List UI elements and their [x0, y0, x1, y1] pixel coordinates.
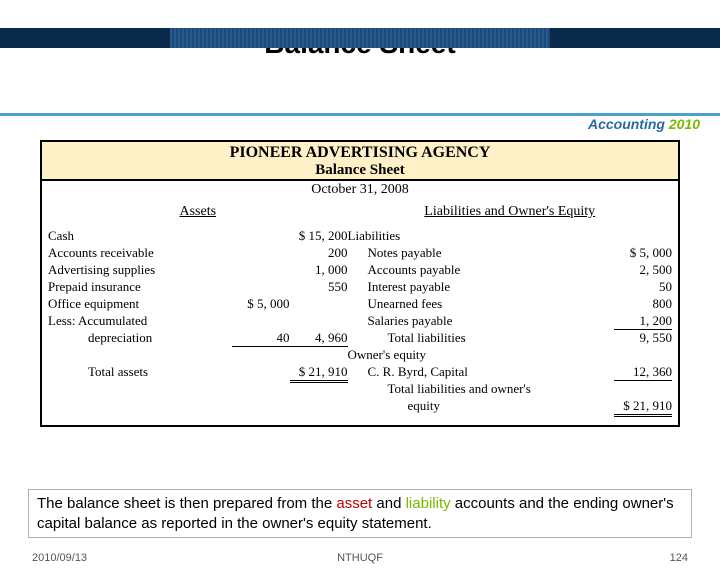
amount-ip: 50: [614, 279, 672, 296]
label-prepaid: Prepaid insurance: [48, 279, 232, 296]
label-total-assets: Total assets: [48, 364, 232, 383]
amount-cash: $ 15, 200: [290, 228, 348, 245]
note-kw-liability: liability: [406, 495, 451, 512]
col-sub: [232, 228, 290, 245]
note-kw-asset: asset: [336, 495, 372, 512]
label-supplies: Advertising supplies: [48, 262, 232, 279]
top-decor-left: [0, 28, 170, 48]
liabilities-column: Liabilities and Owner's Equity Liabiliti…: [348, 204, 672, 417]
amount-total-assets: $ 21, 910: [290, 364, 348, 383]
row-less-dep2: depreciation 40 4, 960: [48, 330, 348, 347]
course-header: Accounting 2010: [588, 116, 700, 132]
label-uf: Unearned fees: [348, 296, 614, 313]
row-equipment: Office equipment $ 5, 000: [48, 296, 348, 313]
amount-capital: 12, 360: [614, 364, 672, 381]
liab-heading: Liabilities and Owner's Equity: [348, 204, 672, 220]
row-total-le2: equity $ 21, 910: [348, 398, 672, 417]
amount-equip-net: 4, 960: [290, 330, 348, 347]
label-capital: C. R. Byrd, Capital: [348, 364, 614, 381]
top-decor-right: [550, 28, 720, 48]
company-name: PIONEER ADVERTISING AGENCY: [42, 144, 678, 162]
assets-heading: Assets: [48, 204, 348, 220]
label-liab-section: Liabilities: [348, 228, 614, 245]
assets-column: Assets Cash $ 15, 200 Accounts receivabl…: [48, 204, 348, 417]
note-t2: and: [372, 495, 405, 512]
row-total-assets: Total assets $ 21, 910: [48, 364, 348, 383]
row-prepaid: Prepaid insurance 550: [48, 279, 348, 296]
row-ar: Accounts receivable 200: [48, 245, 348, 262]
row-ap: Accounts payable 2, 500: [348, 262, 672, 279]
row-liab-section: Liabilities: [348, 228, 672, 245]
row-less-dep1: Less: Accumulated: [48, 313, 348, 330]
top-decor-bar: [0, 28, 720, 48]
amount-equipment-sub: $ 5, 000: [232, 296, 290, 313]
amount-ar: 200: [290, 245, 348, 262]
label-np: Notes payable: [348, 245, 614, 262]
row-uf: Unearned fees 800: [348, 296, 672, 313]
sheet-columns: Assets Cash $ 15, 200 Accounts receivabl…: [42, 204, 678, 425]
course-year: 2010: [669, 116, 700, 132]
amount-ap: 2, 500: [614, 262, 672, 279]
sheet-header: PIONEER ADVERTISING AGENCY Balance Sheet: [42, 142, 678, 181]
spacer: [48, 347, 348, 364]
doc-title: Balance Sheet: [42, 162, 678, 179]
amount-uf: 800: [614, 296, 672, 313]
footer-page: 124: [670, 552, 688, 564]
label-less-dep2: depreciation: [48, 330, 232, 347]
row-ip: Interest payable 50: [348, 279, 672, 296]
label-ap: Accounts payable: [348, 262, 614, 279]
label-sp: Salaries payable: [348, 313, 614, 330]
label-cash: Cash: [48, 228, 232, 245]
row-np: Notes payable $ 5, 000: [348, 245, 672, 262]
course-name: Accounting: [588, 116, 665, 132]
row-cash: Cash $ 15, 200: [48, 228, 348, 245]
row-total-liab: Total liabilities 9, 550: [348, 330, 672, 347]
amount-np: $ 5, 000: [614, 245, 672, 262]
label-total-le1: Total liabilities and owner's: [348, 381, 614, 398]
amount-sp: 1, 200: [614, 313, 672, 330]
footer: 2010/09/13 NTHUQF 124: [0, 544, 720, 568]
row-supplies: Advertising supplies 1, 000: [48, 262, 348, 279]
explanation-note: The balance sheet is then prepared from …: [28, 489, 692, 538]
amount-prepaid: 550: [290, 279, 348, 296]
row-sp: Salaries payable 1, 200: [348, 313, 672, 330]
footer-date: 2010/09/13: [32, 552, 87, 564]
label-equipment: Office equipment: [48, 296, 232, 313]
sheet-date: October 31, 2008: [42, 182, 678, 198]
amount-supplies: 1, 000: [290, 262, 348, 279]
label-total-le2: equity: [348, 398, 614, 417]
label-total-liab: Total liabilities: [348, 330, 614, 347]
label-oe-section: Owner's equity: [348, 347, 614, 364]
label-ip: Interest payable: [348, 279, 614, 296]
amount-dep: 40: [232, 330, 290, 347]
label-less-dep1: Less: Accumulated: [48, 313, 232, 330]
amount-total-liab: 9, 550: [614, 330, 672, 347]
balance-sheet: PIONEER ADVERTISING AGENCY Balance Sheet…: [40, 140, 680, 427]
amount-total-le: $ 21, 910: [614, 398, 672, 417]
row-capital: C. R. Byrd, Capital 12, 360: [348, 364, 672, 381]
row-oe-section: Owner's equity: [348, 347, 672, 364]
row-total-le1: Total liabilities and owner's: [348, 381, 672, 398]
note-t1: The balance sheet is then prepared from …: [37, 495, 336, 512]
footer-class: NTHUQF: [337, 552, 383, 564]
label-ar: Accounts receivable: [48, 245, 232, 262]
